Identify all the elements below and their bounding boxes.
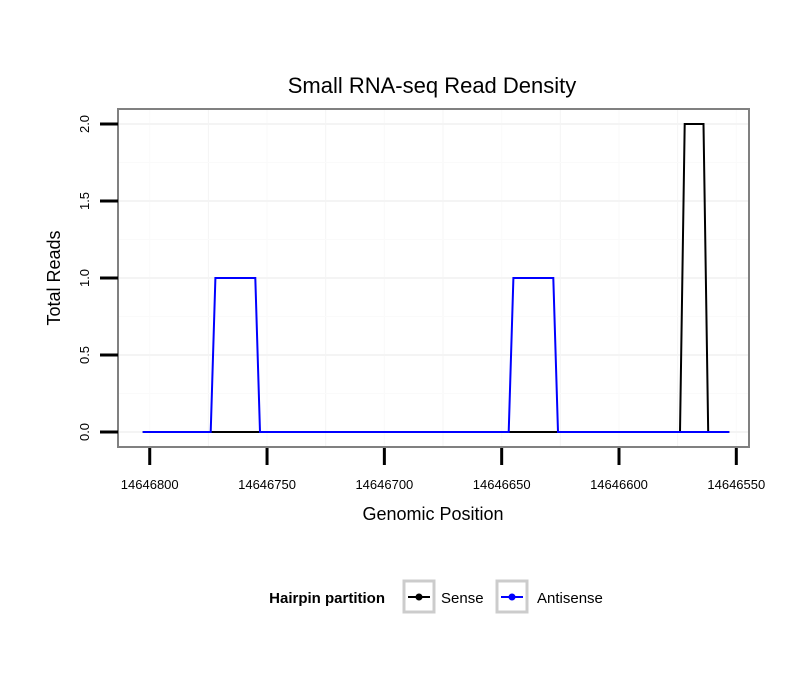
legend-point-sense	[415, 593, 423, 601]
x-tick-label: 14646750	[238, 477, 296, 492]
x-tick-label: 14646700	[355, 477, 413, 492]
y-axis-title: Total Reads	[44, 230, 64, 325]
legend-item-antisense: Antisense	[495, 579, 603, 614]
legend-label-antisense: Antisense	[537, 590, 603, 607]
y-axis: 0.0 0.5 1.0 1.5 2.0	[77, 115, 118, 441]
chart-title: Small RNA-seq Read Density	[288, 73, 577, 98]
y-tick-label: 1.5	[77, 192, 92, 210]
legend-item-sense: Sense	[402, 579, 484, 614]
legend-label-sense: Sense	[441, 590, 484, 607]
plot-series	[142, 123, 730, 433]
x-axis-title: Genomic Position	[362, 504, 503, 524]
x-tick-label: 14646650	[473, 477, 531, 492]
series-line-antisense	[142, 277, 730, 433]
x-tick-label: 14646600	[590, 477, 648, 492]
legend-point-antisense	[508, 593, 516, 601]
legend: Hairpin partition Sense Antisense	[269, 579, 603, 614]
legend-title: Hairpin partition	[269, 590, 385, 607]
y-tick-label: 0.5	[77, 346, 92, 364]
y-tick-label: 1.0	[77, 269, 92, 287]
x-axis: 14646800 14646750 14646700 14646650 14646600…	[121, 448, 765, 492]
y-tick-label: 0.0	[77, 423, 92, 441]
x-tick-label: 14646800	[121, 477, 179, 492]
x-tick-label: 14646550	[707, 477, 765, 492]
y-tick-label: 2.0	[77, 115, 92, 133]
